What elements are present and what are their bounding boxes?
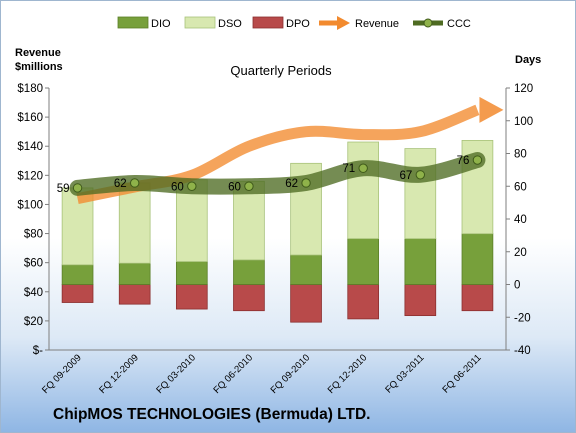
revenue-arrowhead — [479, 96, 504, 123]
legend-marker-ccc — [423, 18, 433, 28]
legend-label-revenue: Revenue — [355, 18, 399, 30]
ccc-point — [301, 178, 311, 188]
bar-dso — [347, 141, 380, 240]
bar-dpo — [61, 284, 94, 303]
right-tick-label: 20 — [514, 247, 527, 259]
bar-dso — [461, 139, 494, 235]
bar-dio — [61, 264, 94, 285]
ccc-data-label: 71 — [342, 163, 355, 175]
ccc-data-label: 76 — [457, 155, 470, 167]
bar-dio — [461, 233, 494, 285]
category-label: FQ 03-2010 — [154, 352, 198, 396]
left-tick-label: $40 — [24, 287, 43, 299]
ccc-line — [69, 152, 486, 196]
right-axis-label: Days — [515, 54, 541, 66]
category-label: FQ 03-2011 — [383, 352, 426, 395]
ccc-point — [187, 181, 197, 191]
plot-area: $- $20 $40 $60 $80 $100 $120 $140 $160 $180 -40 -20… — [17, 83, 533, 396]
bar-dio — [175, 261, 208, 285]
legend-swatch-dpo — [252, 16, 284, 29]
category-label: FQ 12-2009 — [97, 352, 141, 396]
category-label: FQ 12-2010 — [326, 352, 370, 396]
left-tick-label: $140 — [17, 141, 43, 153]
left-tick-label: $80 — [24, 229, 43, 241]
legend-label-ccc: CCC — [447, 18, 471, 30]
right-tick-label: 40 — [514, 214, 527, 226]
bar-dpo — [347, 284, 380, 320]
ccc-data-label: 67 — [400, 170, 413, 182]
right-tick-label: 100 — [514, 116, 533, 128]
right-tick-label: 0 — [514, 280, 520, 292]
ccc-data-label: 60 — [171, 181, 184, 193]
bar-dio — [347, 238, 380, 285]
ccc-data-label: 62 — [285, 178, 298, 190]
legend-swatch-dso — [184, 16, 216, 29]
bar-dio — [118, 262, 151, 285]
bar-dio — [404, 238, 437, 285]
legend-label-dpo: DPO — [286, 18, 310, 30]
right-tick-label: 80 — [514, 149, 527, 161]
category-label: FQ 06-2011 — [440, 352, 483, 395]
bar-dpo — [290, 284, 322, 323]
chart-title: Quarterly Periods — [230, 63, 332, 78]
ccc-point — [129, 178, 140, 188]
bar-dpo — [175, 284, 208, 310]
left-tick-label: $60 — [24, 258, 43, 270]
left-tick-label: $20 — [24, 316, 43, 328]
ccc-data-label: 59 — [57, 183, 70, 195]
right-tick-label: 60 — [514, 181, 527, 193]
left-tick-label: $120 — [17, 170, 43, 182]
legend-swatch-dio — [117, 16, 149, 29]
bar-dso — [404, 148, 437, 240]
bar-dpo — [404, 284, 437, 317]
left-tick-label: $180 — [17, 83, 43, 95]
bar-dpo — [461, 284, 494, 312]
bar-dio — [233, 259, 265, 285]
ccc-point — [472, 155, 483, 165]
ccc-point — [244, 181, 254, 191]
category-label: FQ 06-2010 — [211, 352, 255, 396]
legend-label-dio: DIO — [151, 18, 171, 30]
bar-dpo — [233, 284, 265, 312]
ccc-point — [72, 183, 83, 193]
right-tick-label: -20 — [514, 312, 531, 324]
legend-arrowhead-revenue — [337, 16, 350, 30]
right-tick-label: -40 — [514, 345, 531, 357]
legend: DIO DSO DPO Revenue CCC — [117, 16, 471, 30]
company-name: ChipMOS TECHNOLOGIES (Bermuda) LTD. — [53, 406, 370, 423]
left-tick-label: $100 — [17, 199, 43, 211]
ccc-point — [415, 170, 426, 180]
bar-dio — [290, 254, 322, 285]
left-axis-label-line1: Revenue — [15, 47, 61, 59]
ccc-data-label: 62 — [114, 178, 127, 190]
legend-label-dso: DSO — [218, 18, 242, 30]
left-axis-label-line2: $millions — [15, 61, 63, 73]
right-tick-label: 120 — [514, 83, 533, 95]
category-label: FQ 09-2009 — [40, 352, 84, 396]
left-tick-label: $- — [33, 345, 43, 357]
category-label: FQ 09-2010 — [269, 352, 313, 396]
bar-dso — [118, 182, 151, 264]
ccc-point — [358, 163, 368, 173]
left-tick-label: $160 — [17, 112, 43, 124]
ccc-data-label: 60 — [228, 181, 241, 193]
bar-dpo — [118, 284, 151, 305]
